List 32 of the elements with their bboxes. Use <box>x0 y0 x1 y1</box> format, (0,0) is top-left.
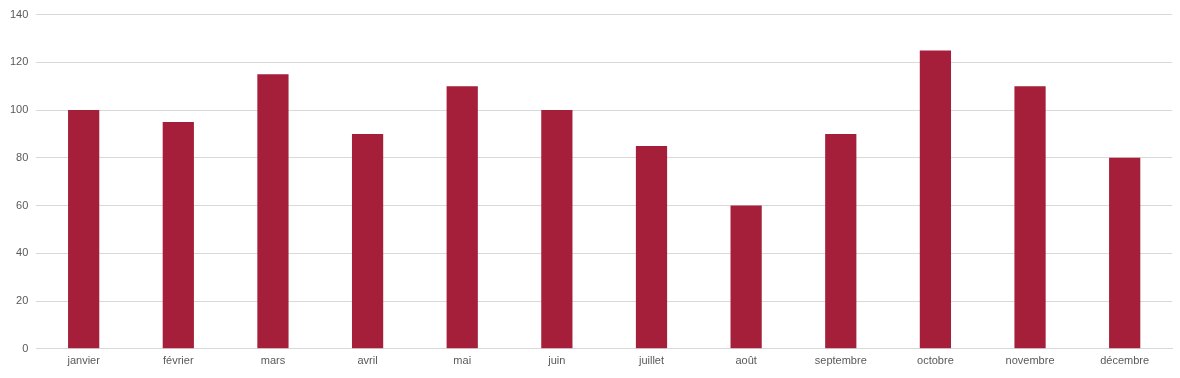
y-tick-label: 100 <box>9 103 29 116</box>
bar <box>162 122 194 349</box>
bar <box>446 86 478 349</box>
y-tick-label: 0 <box>22 341 29 354</box>
y-tick-label: 120 <box>9 55 29 68</box>
x-tick-label: septembre <box>814 354 867 367</box>
bar <box>919 50 952 349</box>
x-tick-label: mars <box>260 354 286 367</box>
bar <box>351 133 384 349</box>
x-tick-label: janvier <box>66 354 101 367</box>
x-tick-label: juin <box>547 354 566 367</box>
bar <box>257 74 289 349</box>
bar <box>1109 157 1141 349</box>
x-tick-label: juillet <box>637 354 665 367</box>
bar <box>825 133 857 349</box>
x-tick-label: avril <box>357 354 378 367</box>
bar <box>541 110 573 349</box>
bar <box>635 145 668 349</box>
x-tick-label: novembre <box>1005 354 1055 367</box>
bar <box>1014 86 1046 349</box>
x-tick-label: décembre <box>1100 354 1150 367</box>
y-tick-label: 80 <box>16 150 29 163</box>
x-tick-label: octobre <box>917 354 954 367</box>
bar <box>730 205 762 349</box>
y-tick-label: 20 <box>16 294 29 307</box>
x-tick-label: août <box>735 354 757 367</box>
x-tick-label: février <box>163 354 194 367</box>
y-tick-label: 140 <box>9 7 29 20</box>
y-tick-label: 40 <box>16 246 29 259</box>
x-tick-label: mai <box>453 354 472 367</box>
y-tick-label: 60 <box>16 198 29 211</box>
bar <box>68 110 100 349</box>
